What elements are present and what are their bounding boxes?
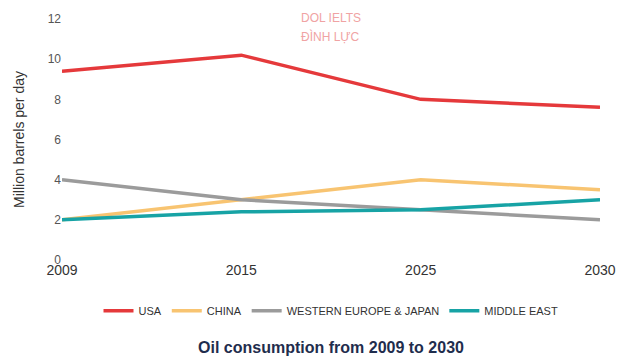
svg-text:2: 2 <box>54 213 61 227</box>
svg-text:ĐÌNH LỰC: ĐÌNH LỰC <box>301 29 360 44</box>
svg-text:4: 4 <box>54 173 61 187</box>
svg-text:WESTERN EUROPE & JAPAN: WESTERN EUROPE & JAPAN <box>287 305 440 317</box>
svg-text:2025: 2025 <box>405 262 436 278</box>
svg-text:USA: USA <box>139 305 162 317</box>
svg-text:DOL IELTS: DOL IELTS <box>301 11 361 25</box>
svg-text:MIDDLE EAST: MIDDLE EAST <box>484 305 558 317</box>
svg-text:2015: 2015 <box>226 262 257 278</box>
svg-text:6: 6 <box>54 133 61 147</box>
svg-text:2030: 2030 <box>584 262 615 278</box>
svg-text:0: 0 <box>54 253 61 267</box>
svg-text:Oil consumption from 2009 to 2: Oil consumption from 2009 to 2030 <box>198 339 464 356</box>
svg-text:2009: 2009 <box>46 262 77 278</box>
svg-text:8: 8 <box>54 93 61 107</box>
svg-text:10: 10 <box>48 52 62 66</box>
svg-text:12: 12 <box>48 12 62 26</box>
svg-text:CHINA: CHINA <box>207 305 242 317</box>
svg-text:Million barrels per day: Million barrels per day <box>11 71 27 208</box>
